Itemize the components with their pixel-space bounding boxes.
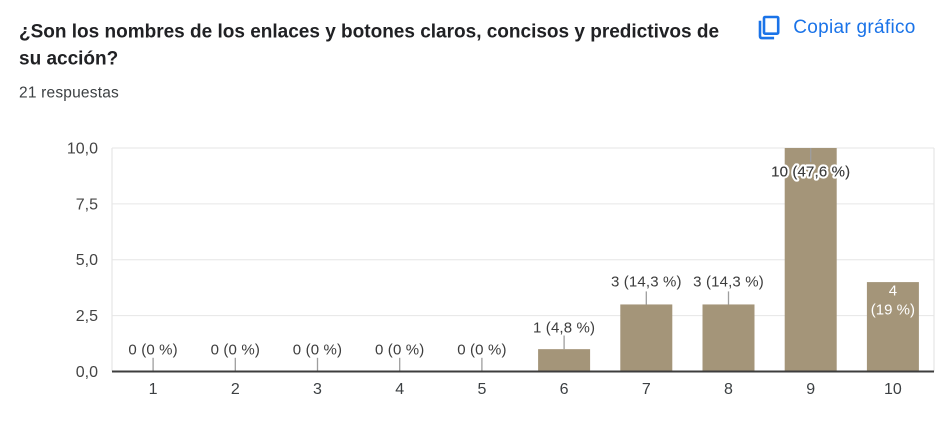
svg-text:10,0: 10,0 — [67, 140, 98, 157]
svg-text:10: 10 — [884, 381, 902, 398]
svg-text:(19 %): (19 %) — [871, 302, 915, 319]
svg-text:6: 6 — [560, 381, 569, 398]
svg-text:3: 3 — [313, 381, 322, 398]
svg-text:0 (0 %): 0 (0 %) — [375, 342, 424, 359]
svg-text:2,5: 2,5 — [76, 308, 98, 325]
svg-text:9: 9 — [806, 381, 815, 398]
svg-text:4: 4 — [395, 381, 404, 398]
svg-text:Copiar gráfico: Copiar gráfico — [793, 17, 915, 38]
svg-text:10 (47,6 %): 10 (47,6 %) — [771, 163, 850, 180]
svg-text:8: 8 — [724, 381, 733, 398]
svg-text:0 (0 %): 0 (0 %) — [293, 342, 342, 359]
svg-text:3 (14,3 %): 3 (14,3 %) — [611, 274, 682, 291]
svg-text:0 (0 %): 0 (0 %) — [457, 342, 506, 359]
svg-text:7: 7 — [642, 381, 651, 398]
svg-text:0 (0 %): 0 (0 %) — [211, 342, 260, 359]
svg-text:su acción?: su acción? — [19, 49, 118, 70]
svg-text:1 (4,8 %): 1 (4,8 %) — [533, 319, 595, 336]
svg-text:10 (47,6 %): 10 (47,6 %) — [771, 163, 850, 180]
svg-text:1: 1 — [149, 381, 158, 398]
svg-text:0,0: 0,0 — [76, 364, 98, 381]
svg-text:21 respuestas: 21 respuestas — [19, 85, 119, 102]
svg-text:0 (0 %): 0 (0 %) — [128, 342, 177, 359]
svg-text:7,5: 7,5 — [76, 196, 98, 213]
svg-text:3 (14,3 %): 3 (14,3 %) — [693, 274, 764, 291]
svg-text:2: 2 — [231, 381, 240, 398]
svg-text:5: 5 — [477, 381, 486, 398]
svg-text:4: 4 — [889, 283, 897, 300]
svg-text:¿Son los nombres de los enlace: ¿Son los nombres de los enlaces y botone… — [19, 21, 719, 42]
svg-text:5,0: 5,0 — [76, 252, 98, 269]
